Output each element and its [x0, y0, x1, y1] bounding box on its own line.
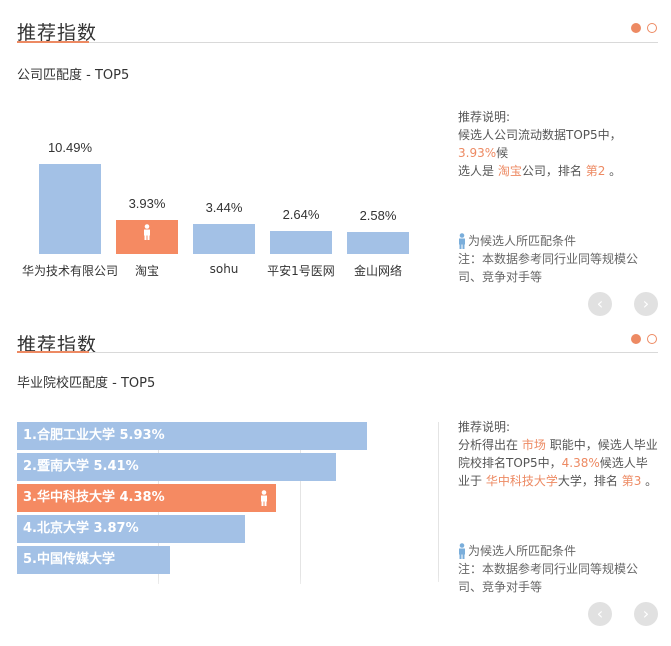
desc-text-d: 公司，排名 [521, 164, 582, 178]
bar-category-label: sohu [209, 262, 239, 276]
school-match-chart: 1.合肥工业大学 5.93% 2.暨南大学 5.41% 3.华中科技大学 4.38%… [0, 322, 440, 646]
desc-text-e: 。 [609, 164, 622, 178]
bar[interactable] [347, 232, 409, 254]
title-underline [17, 41, 89, 43]
page-dot-inactive[interactable] [647, 23, 657, 33]
bar[interactable] [193, 224, 255, 254]
bar[interactable] [39, 164, 101, 254]
chart-subtitle: 毕业院校匹配度 - TOP5 [17, 376, 156, 391]
description-label: 推荐说明: [458, 420, 511, 434]
bar-value-label: 2.58% [359, 208, 397, 223]
desc-rank: 第3 [621, 474, 642, 488]
bar-value-label: 3.44% [205, 200, 243, 215]
title-divider [17, 42, 658, 43]
bottom-fade [0, 575, 440, 646]
legend-row: 为候选人所匹配条件 [458, 542, 658, 560]
recommendation-description: 推荐说明: 分析得出在 市场 职能中，候选人毕业院校排名TOP5中，4.38%候… [458, 418, 658, 490]
bar-value-label: 10.49% [47, 140, 93, 155]
desc-text-d: 大学，排名 [557, 474, 618, 488]
chart-separator [438, 422, 439, 582]
person-icon [144, 224, 150, 240]
match-legend: 为候选人所匹配条件 注：本数据参考同行业同等规模公司、竞争对手等 [458, 232, 658, 286]
next-button[interactable]: › [634, 292, 658, 316]
recommendation-description: 推荐说明: 候选人公司流动数据TOP5中， 3.93%候 选人是 淘宝公司，排名 … [458, 108, 658, 180]
desc-text-c: 选人是 [458, 164, 495, 178]
data-note: 注：本数据参考同行业同等规模公司、竞争对手等 [458, 562, 639, 594]
desc-pct: 4.38% [561, 456, 600, 470]
section-title: 推荐指数 [17, 334, 98, 356]
chart-subtitle: 公司匹配度 - TOP5 [17, 68, 130, 83]
prev-button[interactable]: ‹ [588, 602, 612, 626]
bar[interactable]: 3.华中科技大学 4.38% [17, 484, 276, 512]
bar[interactable] [270, 231, 332, 254]
page-dot-inactive[interactable] [647, 334, 657, 344]
bar-category-label: 华为技术有限公司 [21, 264, 118, 278]
page-dot-active[interactable] [631, 23, 641, 33]
company-match-chart: 10.49% 华为技术有限公司 3.93% 淘宝 3.44% sohu 2.64% 平安1号医… [0, 0, 440, 322]
description-text: 候选人公司流动数据TOP5中， 3.93%候 选人是 淘宝公司，排名 第2 。 [458, 126, 658, 180]
description-text: 分析得出在 市场 职能中，候选人毕业院校排名TOP5中，4.38%候选人毕业于 … [458, 436, 658, 490]
bar[interactable]: 4.北京大学 3.87% [17, 515, 245, 543]
desc-school: 华中科技大学 [485, 474, 558, 488]
desc-pct: 3.93% [458, 146, 497, 160]
title-divider [17, 352, 658, 353]
legend-text: 为候选人所匹配条件 [468, 544, 577, 558]
desc-text-a: 候选人公司流动数据TOP5中， [458, 128, 622, 142]
company-match-panel: 推荐指数 公司匹配度 - TOP5 10.49% 华为技术有限公司 3.93% 淘宝 3… [0, 0, 671, 322]
bar-category-label: 淘宝 [134, 264, 159, 278]
bar[interactable]: 2.暨南大学 5.41% [17, 453, 336, 481]
bar[interactable] [116, 220, 178, 254]
desc-field: 市场 [521, 438, 546, 452]
legend-row: 为候选人所匹配条件 [458, 232, 658, 250]
page-dot-active[interactable] [631, 334, 641, 344]
desc-rank: 第2 [585, 164, 606, 178]
bar-category-label: 金山网络 [353, 264, 402, 278]
bar[interactable]: 5.中国传媒大学 [17, 546, 170, 574]
prev-button[interactable]: ‹ [588, 292, 612, 316]
data-note: 注：本数据参考同行业同等规模公司、竞争对手等 [458, 252, 639, 284]
school-match-panel: 推荐指数 毕业院校匹配度 - TOP5 1.合肥工业大学 5.93% 2.暨南大学… [0, 322, 671, 646]
bar[interactable]: 1.合肥工业大学 5.93% [17, 422, 367, 450]
desc-text-b: 职能中，候选人毕业院校排名TOP5中， [458, 438, 658, 470]
match-legend: 为候选人所匹配条件 注：本数据参考同行业同等规模公司、竞争对手等 [458, 542, 658, 596]
bar-value-label: 2.64% [282, 207, 320, 222]
title-underline [17, 351, 89, 353]
grid-line [300, 422, 301, 584]
desc-text-e: 。 [645, 474, 658, 488]
pagination-dots [631, 23, 657, 33]
desc-text-c: 候选人毕业于 [458, 456, 648, 488]
person-icon [459, 233, 465, 249]
bar-value-label: 3.93% [128, 196, 166, 211]
desc-text-b: 候 [496, 146, 509, 160]
next-button[interactable]: › [634, 602, 658, 626]
desc-text-a: 分析得出在 [458, 438, 519, 452]
pagination-dots [631, 334, 657, 344]
legend-text: 为候选人所匹配条件 [468, 234, 577, 248]
bar-category-label: 平安1号医网 [267, 264, 335, 278]
person-icon [459, 543, 465, 559]
desc-company: 淘宝 [497, 164, 522, 178]
section-title: 推荐指数 [17, 22, 98, 44]
description-label: 推荐说明: [458, 110, 511, 124]
person-icon [261, 490, 267, 506]
